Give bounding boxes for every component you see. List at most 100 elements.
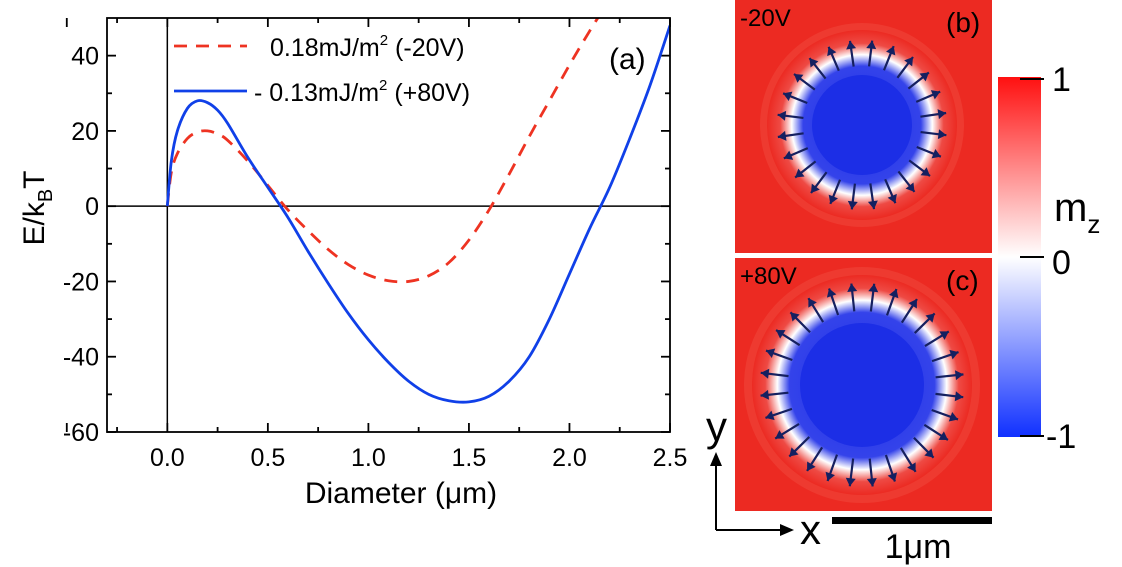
spin-arrow-head: [809, 58, 819, 68]
spin-arrow-head: [783, 150, 794, 160]
spin-arrow-head: [846, 40, 857, 50]
spin-arrow-head: [889, 288, 899, 299]
spin-arrow-head: [931, 149, 941, 159]
panel-b-label: (b): [946, 7, 980, 38]
y-tick-label: -60: [63, 419, 99, 447]
spin-arrow-head: [919, 72, 929, 82]
spin-arrow-head: [760, 389, 770, 400]
y-tick-label: -20: [63, 268, 99, 296]
colorbar-tick-label-bottom: -1: [1046, 418, 1076, 456]
panel-c-core: [800, 323, 924, 447]
scalebar-bar: [832, 517, 992, 524]
spin-arrow-head: [807, 461, 816, 471]
spin-arrow-head: [826, 288, 837, 298]
spin-arrow-head: [868, 283, 879, 293]
panel-b-annotation: -20V: [740, 5, 791, 32]
spin-arrow-head: [920, 167, 930, 177]
spin-arrow-head: [847, 200, 858, 210]
legend: 0.18mJ/m2 (-20V) - 0.13mJ/m2 (+80V): [174, 32, 470, 107]
spin-arrow-head: [948, 412, 959, 422]
spin-arrow-head: [827, 46, 837, 57]
spin-arrow-head: [949, 349, 959, 360]
spin-arrow-head: [847, 283, 858, 293]
spin-arrow-head: [937, 109, 947, 120]
spin-arrow-head: [760, 368, 770, 379]
series-line-1: [165, 25, 670, 404]
spin-arrow-head: [867, 200, 878, 210]
legend-entry-neg20v: 0.18mJ/m2 (-20V): [270, 32, 465, 62]
spin-arrow-head: [905, 182, 915, 192]
y-tick-label: 20: [71, 118, 99, 146]
spin-arrow-head: [789, 447, 799, 457]
spin-arrow-head: [765, 410, 775, 421]
plot-frame: [106, 17, 671, 433]
series-line-0: [165, 18, 600, 284]
spin-arrow-head: [845, 477, 856, 487]
y-axis-label: E/kBT: [18, 170, 57, 245]
x-ticks: 0.0 0.5 1.0 1.5 2.0 2.5: [65, 18, 688, 472]
spin-arrow-head: [908, 299, 917, 309]
spin-arrow-head: [907, 462, 916, 472]
skyrmion-panel-c: +80V (c): [735, 258, 992, 511]
x-tick-label: 2.5: [653, 444, 688, 472]
skyrmion-panel-b: -20V (b): [735, 0, 992, 253]
y-axis-label-group: E/kBT: [18, 170, 57, 245]
legend-entry-pos80v: - 0.13mJ/m2 (+80V): [254, 77, 470, 107]
energy-plot: -60 -40 -20 0 20 40 0.0 0.5 1.0 1.5 2.0 2.5 (a) Di…: [18, 17, 688, 510]
colorbar-tick-label-top: 1: [1052, 61, 1071, 99]
spin-arrow-head: [938, 431, 948, 440]
scalebar: 1μm: [832, 517, 992, 566]
panel-c-label: (c): [946, 265, 979, 296]
spin-arrow-head: [777, 110, 787, 121]
spin-arrow-head: [954, 370, 964, 381]
x-axis-indicator-label: x: [800, 506, 821, 553]
spin-arrow-head: [777, 130, 787, 141]
panel-b-arrows: [777, 40, 947, 210]
spin-arrow-head: [887, 193, 897, 204]
spin-arrow-head: [790, 312, 800, 322]
colorbar: 1 0 -1 mz: [998, 61, 1100, 456]
spin-arrow-head: [924, 448, 934, 458]
x-tick-label: 1.5: [452, 444, 487, 472]
panel-c-annotation: +80V: [740, 263, 797, 290]
x-arrow-head: [780, 524, 794, 536]
colorbar-tick-label-mid: 0: [1052, 244, 1071, 282]
spin-arrow-head: [887, 472, 898, 482]
spin-arrow-head: [825, 471, 835, 482]
x-axis-label: Diameter (μm): [305, 477, 497, 510]
panel-b-core: [812, 75, 912, 175]
spin-arrow-head: [828, 194, 838, 204]
x-tick-label: 2.0: [552, 444, 587, 472]
spin-arrow-head: [866, 477, 877, 487]
spin-arrow-head: [765, 348, 776, 358]
y-tick-label: 0: [85, 193, 99, 221]
spin-arrow-head: [808, 298, 817, 308]
axes-indicator: y x: [706, 403, 821, 553]
x-tick-label: 0.5: [250, 444, 285, 472]
colorbar-label: mz: [1054, 186, 1100, 239]
spin-arrow-head: [930, 90, 941, 100]
spin-arrow-head: [794, 73, 804, 83]
spin-arrow-head: [866, 40, 877, 50]
spin-arrow-head: [795, 168, 805, 178]
spin-arrow-head: [783, 91, 793, 101]
spin-arrow-head: [939, 331, 949, 340]
series-layer: [165, 18, 670, 404]
x-tick-label: 0.0: [150, 444, 185, 472]
spin-arrow-head: [937, 129, 947, 140]
spin-arrow-head: [925, 313, 935, 323]
panel-a-label: (a): [609, 43, 646, 76]
spin-arrow-head: [810, 183, 820, 193]
y-axis-indicator-label: y: [706, 403, 727, 450]
spin-arrow-head: [886, 46, 896, 56]
y-tick-label: -40: [63, 344, 99, 372]
spin-arrow-head: [954, 391, 964, 402]
scalebar-label: 1μm: [885, 528, 952, 566]
y-arrow-head: [710, 452, 722, 466]
spin-arrow-head: [904, 57, 914, 67]
y-tick-label: 40: [71, 43, 99, 71]
panel-c-arrows: [760, 283, 964, 487]
x-tick-label: 1.0: [351, 444, 386, 472]
spin-arrow-head: [776, 330, 786, 339]
